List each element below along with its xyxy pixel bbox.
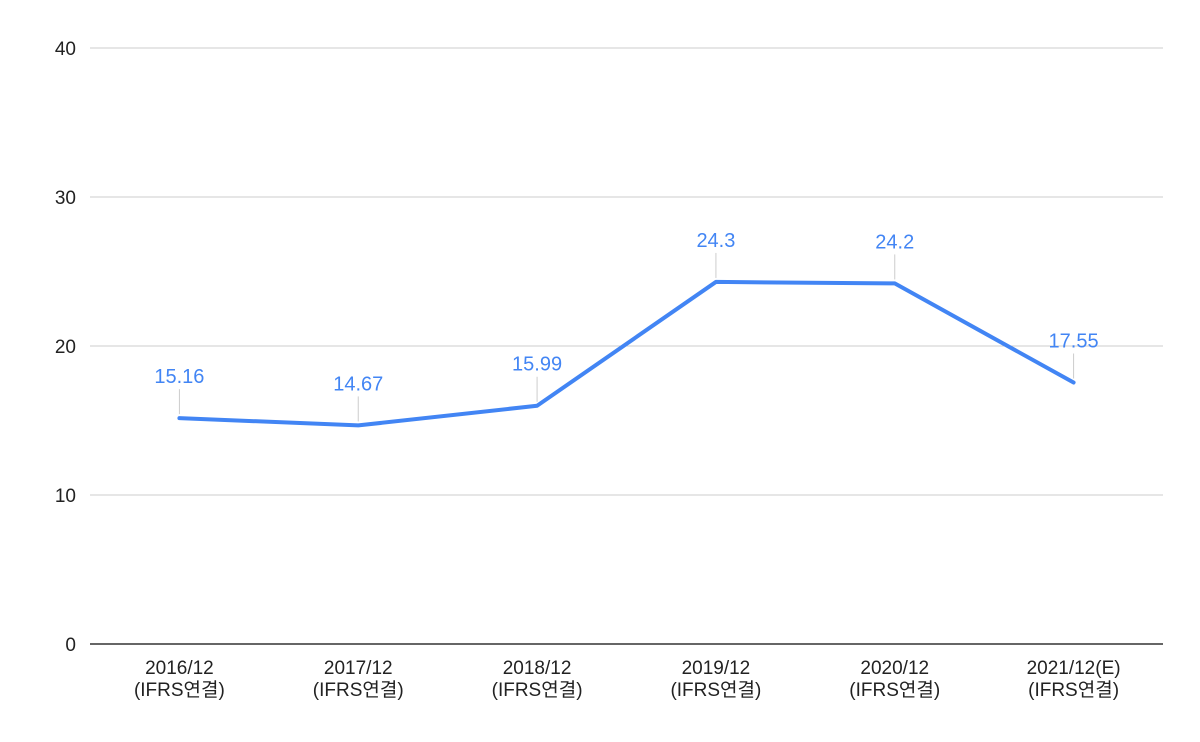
y-tick-label-20: 20: [55, 337, 76, 358]
series-group: [177, 279, 1076, 428]
data-label: 15.16: [154, 366, 204, 388]
x-tick-label: 2019/12 (IFRS연결): [670, 658, 761, 701]
data-label: 24.2: [875, 231, 914, 253]
x-tick-label: 2021/12(E) (IFRS연결): [1027, 658, 1121, 701]
y-tick-label-10: 10: [55, 486, 76, 507]
data-label: 17.55: [1049, 331, 1099, 353]
series-line: [177, 279, 1076, 428]
x-axis-ticks: 2016/12 (IFRS연결) 2017/12 (IFRS연결) 2018/12 (IF…: [134, 658, 1121, 701]
data-label: 24.3: [696, 230, 735, 252]
x-tick-label: 2016/12 (IFRS연결): [134, 658, 225, 701]
x-tick-label: 2020/12 (IFRS연결): [849, 658, 940, 701]
y-axis-ticks: 0 10 20 30 40: [55, 39, 76, 656]
data-labels: 15.16 14.67 15.99 24.3 24.2 17.55: [154, 230, 1098, 395]
data-label: 14.67: [333, 373, 383, 395]
x-tick-label: 2017/12 (IFRS연결): [313, 658, 404, 701]
label-leader-lines: [178, 252, 1075, 422]
y-tick-label-30: 30: [55, 188, 76, 209]
data-label: 15.99: [512, 354, 562, 376]
y-tick-label-0: 0: [65, 635, 76, 656]
y-tick-label-40: 40: [55, 39, 76, 60]
x-tick-label: 2018/12 (IFRS연결): [492, 658, 583, 701]
